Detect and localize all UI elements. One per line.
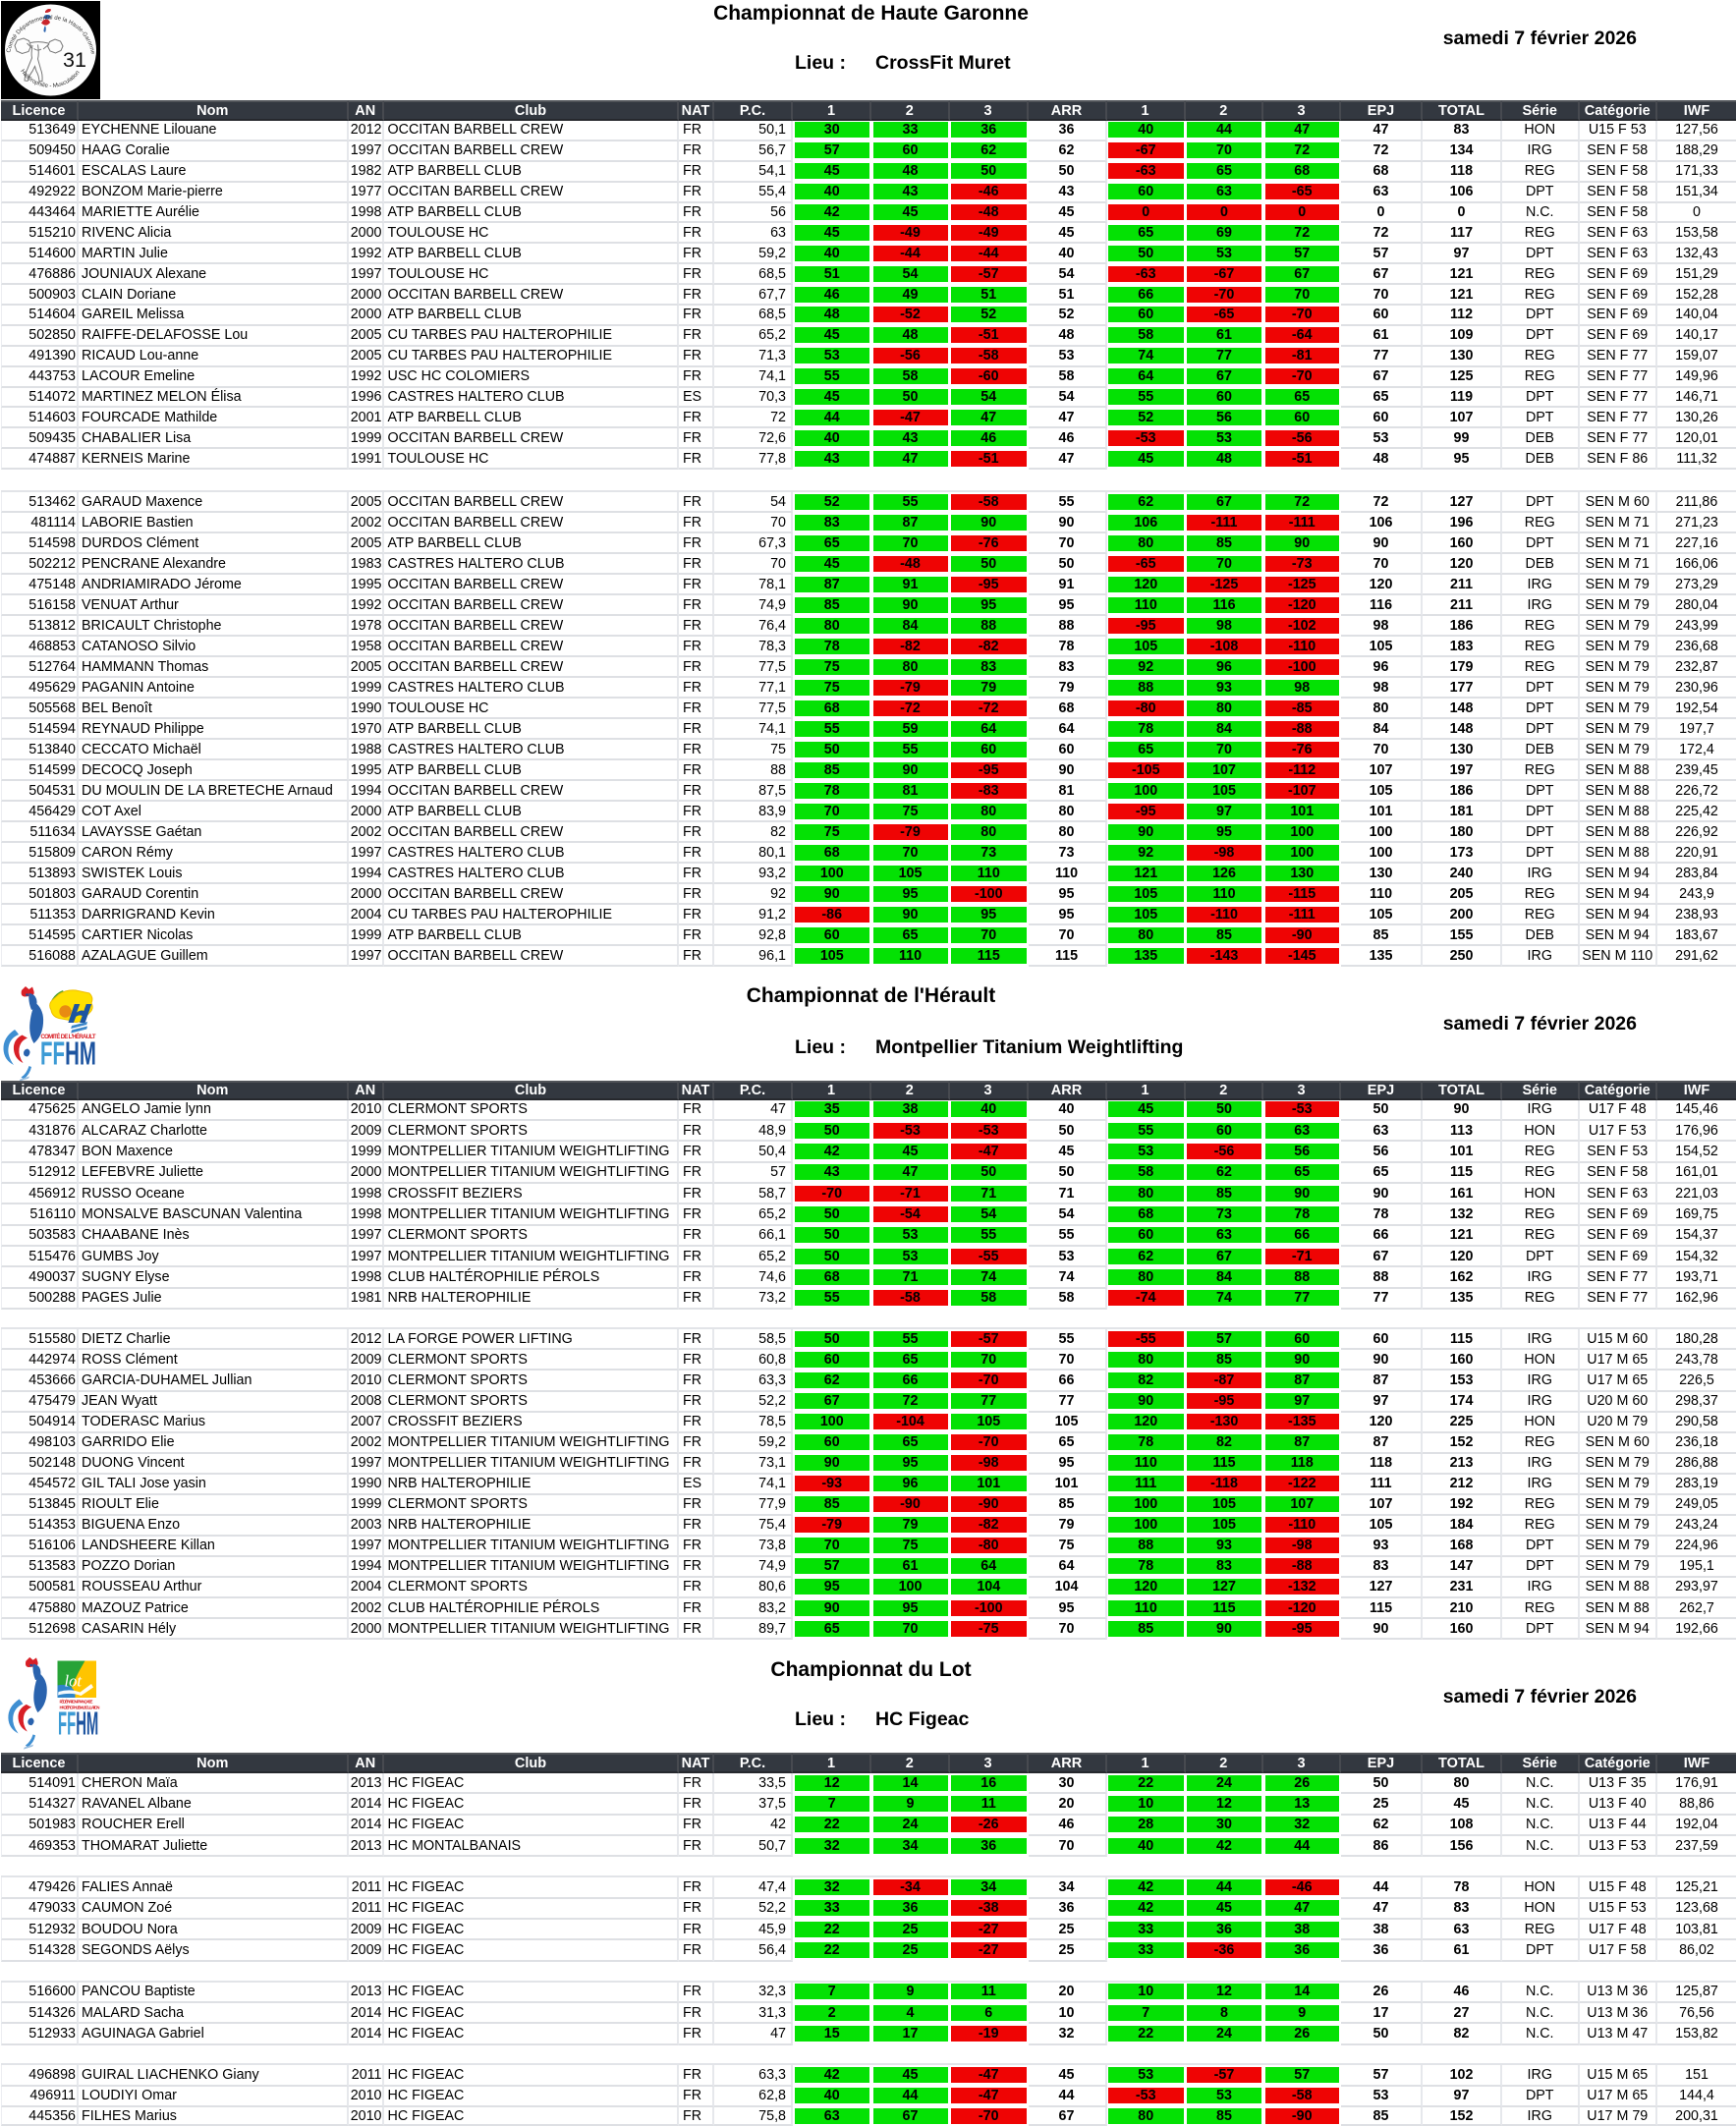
svg-text:lot: lot bbox=[65, 1672, 83, 1691]
svg-text:HM: HM bbox=[65, 1035, 96, 1071]
svg-text:HALTÉROPHILIE - MUSCULATION: HALTÉROPHILIE - MUSCULATION bbox=[60, 1704, 100, 1710]
svg-text:FF: FF bbox=[40, 1035, 65, 1071]
svg-text:31: 31 bbox=[63, 48, 86, 72]
svg-text:HM: HM bbox=[76, 1706, 98, 1742]
svg-text:FF: FF bbox=[58, 1706, 76, 1742]
svg-text:COMITÉ DE L'HÉRAULT: COMITÉ DE L'HÉRAULT bbox=[41, 1033, 96, 1040]
svg-text:FÉDÉRATION FRANÇAISE: FÉDÉRATION FRANÇAISE bbox=[60, 1698, 93, 1705]
